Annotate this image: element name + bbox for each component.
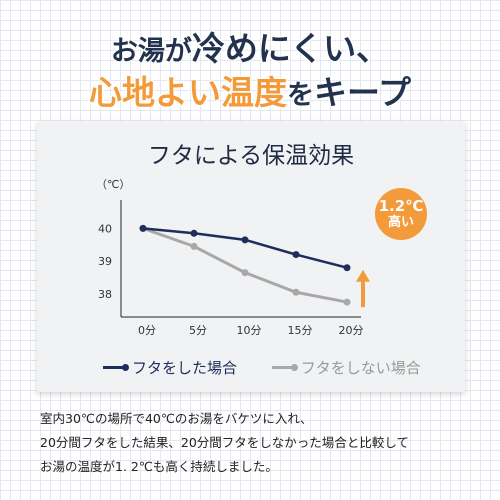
legend-line-covered [103, 366, 123, 369]
y-axis-unit: （℃） [96, 178, 130, 191]
data-point [241, 236, 249, 244]
line-chart: （℃） 40 39 38 0分 5分 10分 15分 20分 [96, 178, 370, 337]
legend-line-uncovered [271, 366, 292, 369]
difference-badge: 1.2℃ 高い [375, 188, 427, 240]
chart-title: フタによる保温効果 [147, 143, 355, 169]
y-tick-label: 38 [98, 288, 112, 301]
x-tick-label: 10分 [237, 324, 262, 337]
legend-item-covered: フタをした場合 [103, 357, 237, 378]
x-tick-label: 20分 [339, 324, 364, 337]
headline-particle: を [286, 80, 314, 111]
legend-label-covered: フタをした場合 [132, 359, 238, 377]
y-tick-label: 39 [98, 255, 112, 268]
description-line: 室内30℃の場所で40℃のお湯をバケツに入れ、 [40, 411, 313, 426]
headline-line-2: 心地よい温度をキープ [0, 66, 500, 112]
y-tick-label: 40 [98, 222, 112, 235]
x-tick-label: 0分 [138, 324, 156, 337]
difference-label: 高い [387, 214, 414, 230]
headline-line-1: お湯が冷めにくい、 [0, 22, 500, 68]
headline-prefix: お湯が [110, 36, 192, 67]
legend-marker-covered [122, 364, 129, 371]
headline-keep: キープ [313, 73, 412, 112]
difference-value: 1.2℃ [378, 196, 424, 215]
data-point [190, 229, 198, 237]
legend-marker-uncovered [290, 364, 298, 371]
data-point [292, 251, 300, 259]
data-point [139, 224, 147, 232]
data-point [343, 264, 351, 272]
data-point [241, 269, 249, 277]
description-line: お湯の温度が1. 2℃も高く持続しました。 [40, 459, 278, 474]
description-line: 20分間フタをした結果、20分間フタをしなかった場合と比較して [40, 435, 409, 450]
legend-label-uncovered: フタをしない場合 [300, 359, 421, 377]
x-tick-label: 15分 [288, 324, 313, 337]
description-text: 室内30℃の場所で40℃のお湯をバケツに入れ、 20分間フタをした結果、20分間… [40, 407, 480, 479]
chart-panel: フタによる保温効果 （℃） 40 39 38 0分 5分 10分 15分 20分 1.2℃ 高い… [37, 122, 465, 392]
data-point [343, 298, 351, 306]
legend-item-uncovered: フタをしない場合 [271, 357, 421, 378]
difference-arrow-head [356, 269, 370, 282]
legend: フタをした場合 フタをしない場合 [103, 355, 451, 378]
data-point [292, 288, 300, 296]
headline-highlight: 心地よい温度 [88, 73, 287, 112]
x-tick-label: 5分 [189, 324, 207, 337]
headline-emphasis: 冷めにくい、 [191, 29, 390, 68]
series-line [142, 227, 348, 269]
data-point [190, 242, 198, 250]
